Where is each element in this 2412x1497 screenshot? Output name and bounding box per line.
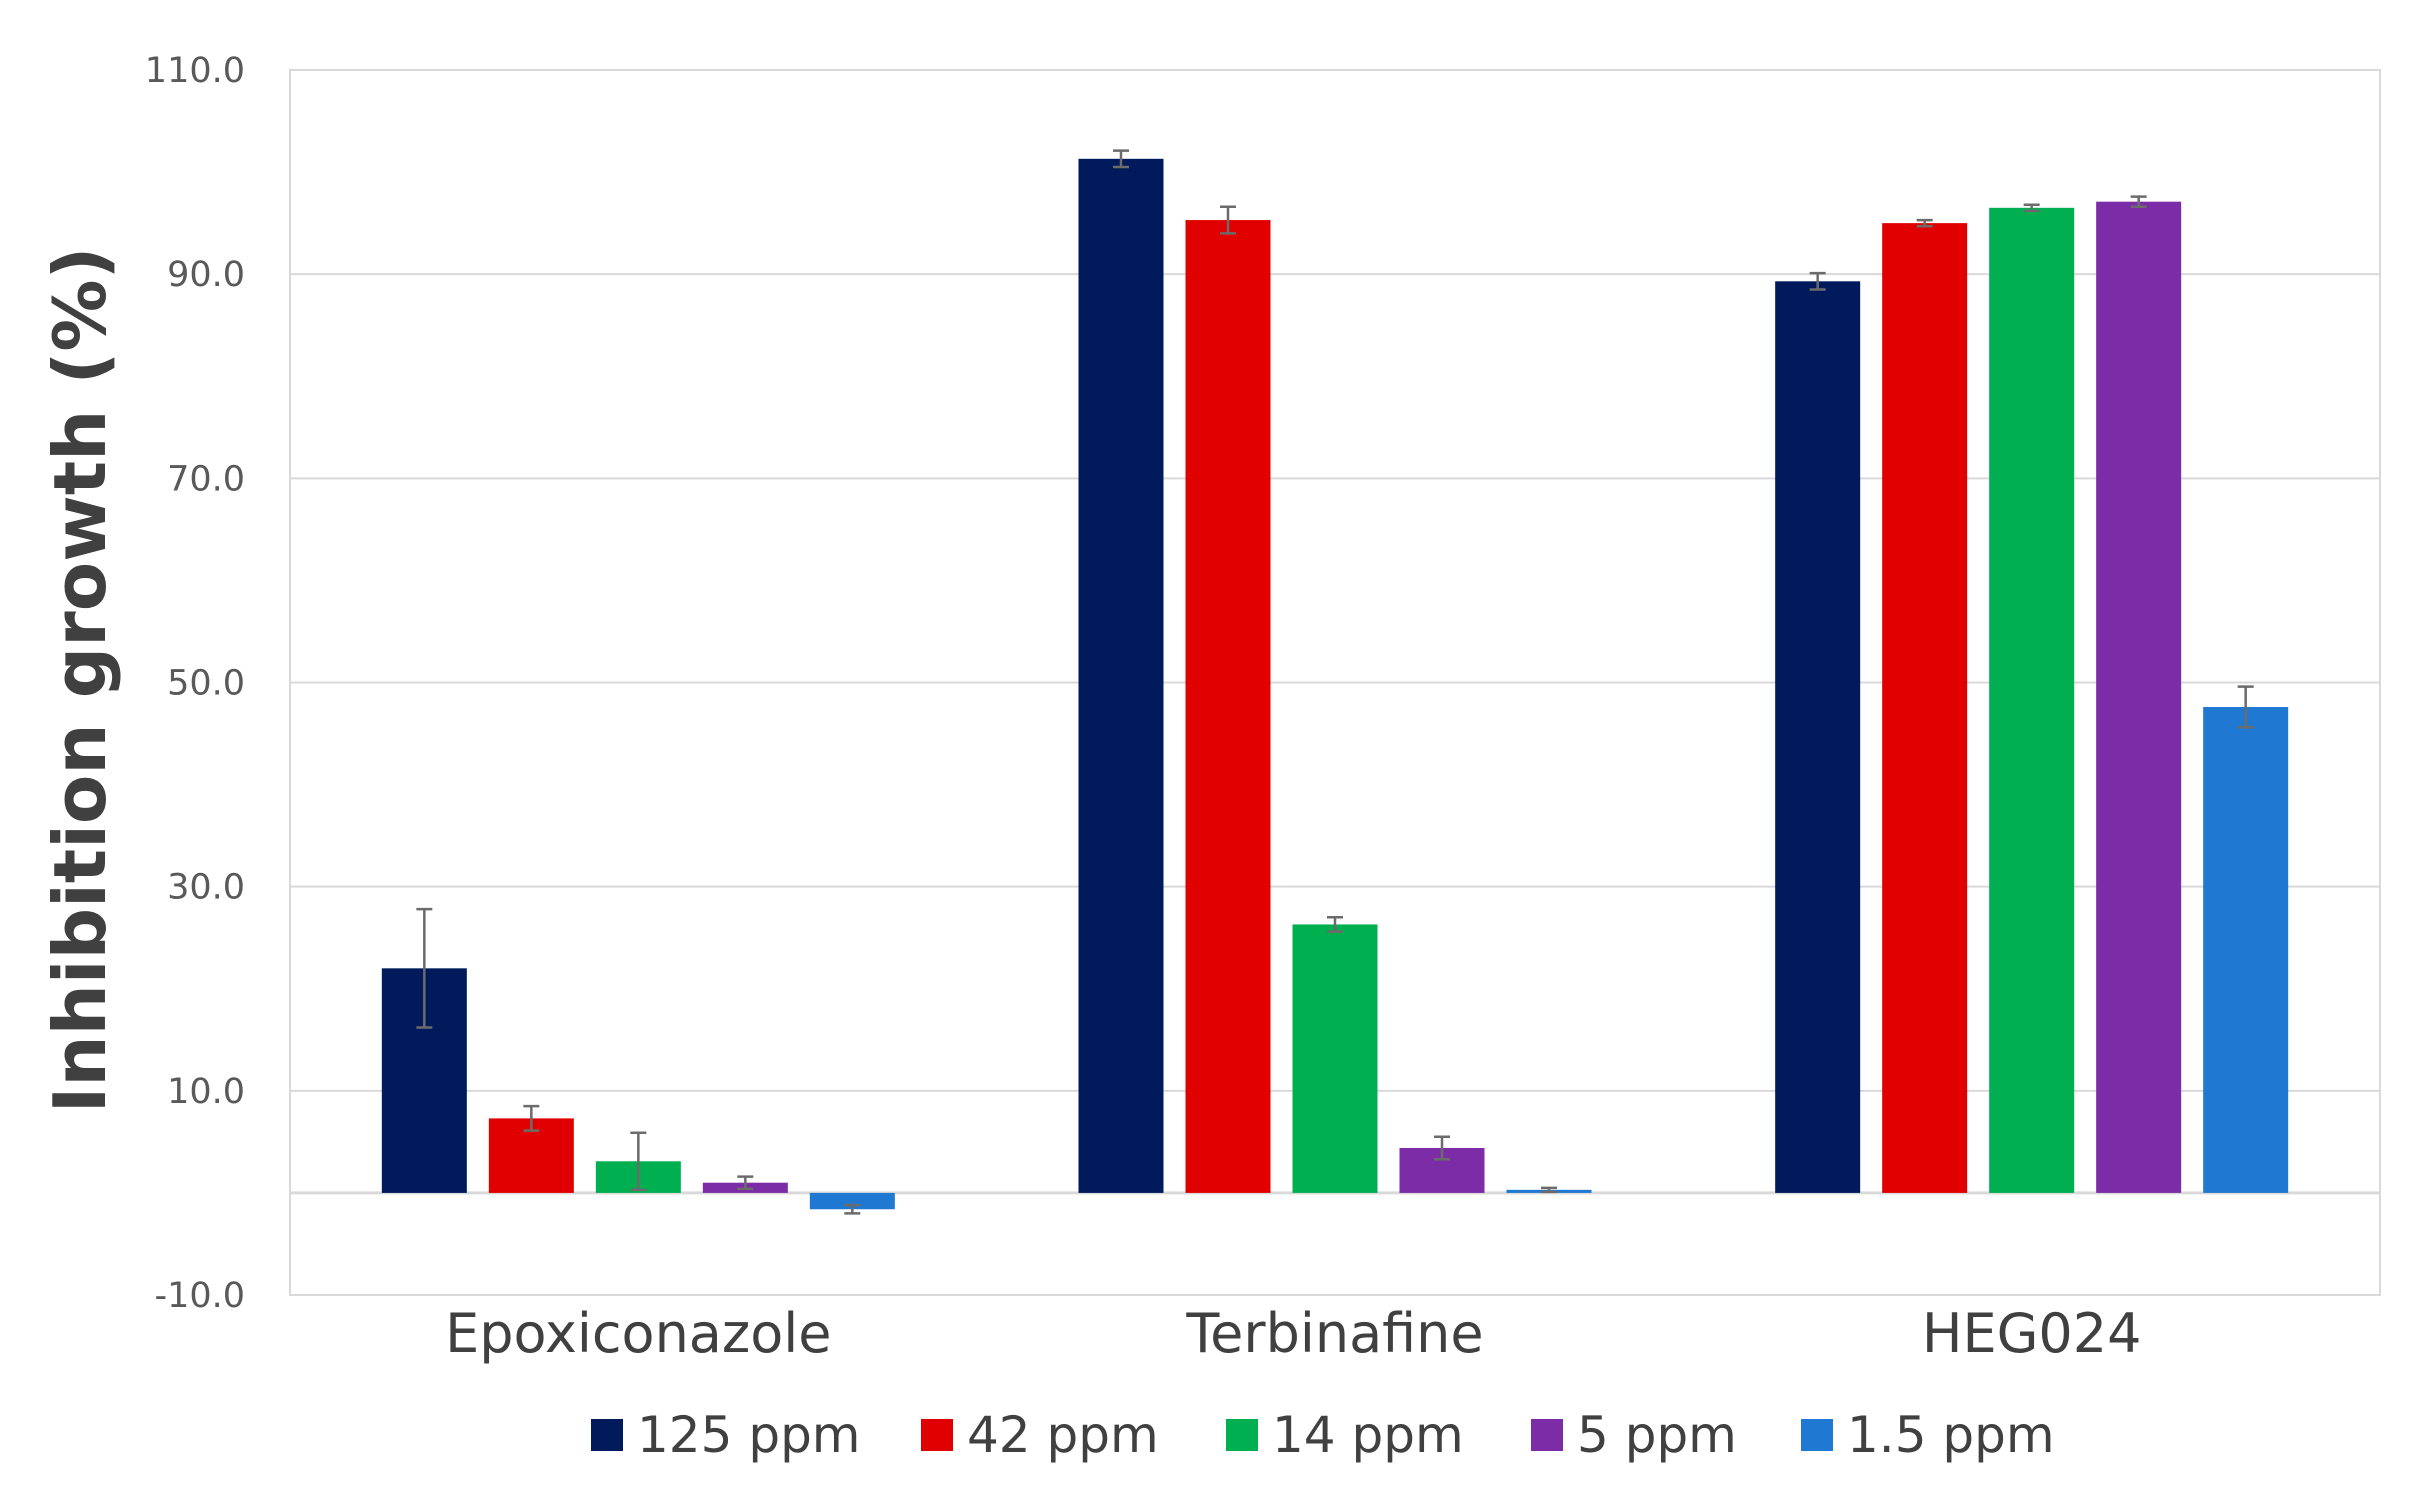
legend-swatch: [1531, 1419, 1563, 1451]
bars: [381, 158, 2289, 1210]
error-bar: [1541, 1186, 1557, 1194]
error-bar: [2023, 203, 2040, 213]
y-tick-label: 70.0: [167, 459, 245, 499]
legend-label: 5 ppm: [1577, 1406, 1737, 1464]
bar-125-ppm-terbinafine: [1078, 158, 1164, 1193]
error-bar: [1916, 218, 1933, 228]
y-axis-title: Inhibition growth (%): [38, 247, 122, 1114]
bar-42-ppm-terbinafine: [1185, 220, 1271, 1193]
error-bar: [1327, 916, 1343, 933]
bar-42-ppm-heg024: [1882, 223, 1968, 1193]
x-category-label: Terbinafine: [1185, 1302, 1483, 1365]
error-bar: [1113, 149, 1129, 169]
x-axis-categories: Epoxiconazole Terbinafine HEG024: [445, 1302, 2141, 1365]
y-tick-label: -10.0: [154, 1276, 245, 1316]
error-bar: [844, 1203, 861, 1215]
bar-1-5-ppm-epoxiconazole: [809, 1192, 895, 1210]
y-tick-label: 90.0: [167, 255, 245, 295]
legend-label: 42 ppm: [967, 1406, 1159, 1464]
legend-label: 14 ppm: [1272, 1406, 1464, 1464]
legend-swatch: [921, 1419, 953, 1451]
bar-5-ppm-heg024: [2096, 201, 2182, 1193]
y-tick-label: 110.0: [145, 51, 245, 91]
bar-14-ppm-heg024: [1989, 207, 2075, 1193]
error-bar: [416, 907, 433, 1029]
error-bar: [630, 1131, 647, 1192]
legend-swatch: [1226, 1419, 1258, 1451]
y-axis-ticks: -10.0 10.0 30.0 50.0 70.0 90.0 110.0: [145, 51, 245, 1316]
x-category-label: Epoxiconazole: [445, 1302, 831, 1365]
legend-swatch: [591, 1419, 623, 1451]
error-bar: [737, 1175, 754, 1191]
legend-swatch: [1801, 1419, 1833, 1451]
bar-14-ppm-terbinafine: [1292, 924, 1378, 1193]
legend: 125 ppm 42 ppm 14 ppm 5 ppm 1.5 ppm: [591, 1406, 2055, 1464]
bar-125-ppm-heg024: [1775, 281, 1861, 1193]
error-bar: [2130, 195, 2147, 209]
error-bars: [416, 149, 2254, 1215]
error-bar: [1809, 271, 1826, 291]
error-bar: [2237, 685, 2254, 729]
x-category-label: HEG024: [1922, 1302, 2142, 1365]
y-tick-label: 30.0: [167, 868, 245, 908]
y-tick-label: 50.0: [167, 664, 245, 704]
y-tick-label: 10.0: [167, 1072, 245, 1112]
legend-label: 125 ppm: [637, 1406, 861, 1464]
error-bar: [523, 1104, 540, 1132]
legend-label: 1.5 ppm: [1847, 1406, 2055, 1464]
error-bar: [1220, 205, 1236, 235]
error-bar: [1434, 1135, 1450, 1161]
bar-1-5-ppm-heg024: [2203, 707, 2289, 1193]
